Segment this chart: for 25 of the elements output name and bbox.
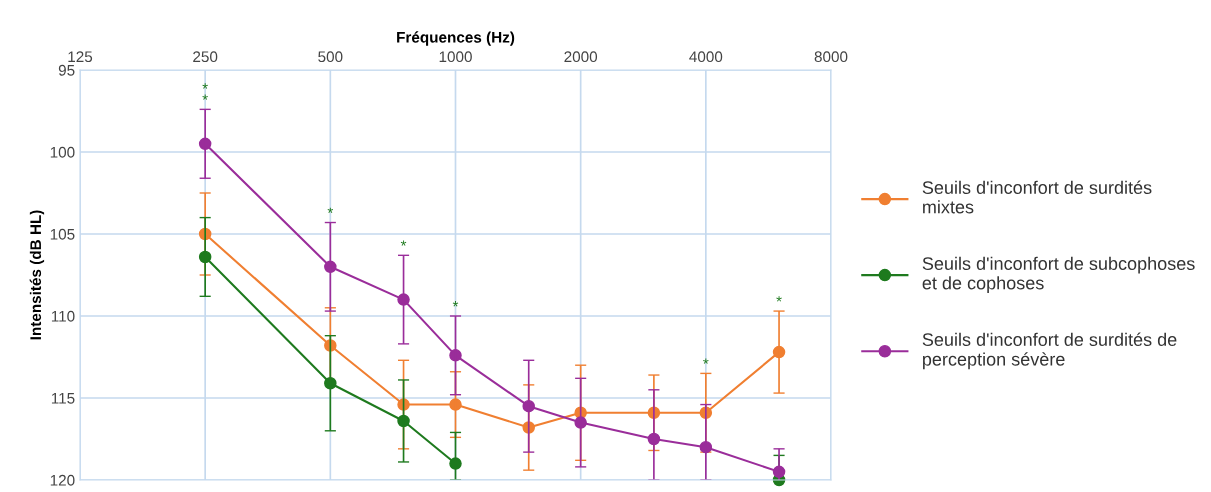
x-tick-label: 8000 bbox=[814, 51, 848, 63]
y-tick-label: 110 bbox=[51, 310, 75, 322]
annotation: * bbox=[776, 296, 782, 302]
annotation: * bbox=[202, 83, 208, 89]
annotation: * bbox=[452, 301, 459, 307]
annotation: * bbox=[703, 358, 709, 364]
y-tick-label: 95 bbox=[58, 64, 75, 76]
x-tick-label: 4000 bbox=[689, 51, 723, 63]
y-tick-label: 100 bbox=[50, 146, 75, 158]
y-tick-label: 120 bbox=[50, 474, 75, 486]
x-tick-label: 1000 bbox=[439, 51, 472, 63]
annotation: * bbox=[202, 94, 208, 100]
x-tick-label: 500 bbox=[318, 51, 343, 63]
y-tick-label: 115 bbox=[51, 393, 75, 404]
annotation: * bbox=[400, 240, 407, 246]
x-tick-label: 2000 bbox=[564, 51, 598, 63]
legend-label: Seuils d'inconfort de surdités de perception sévère bbox=[922, 332, 1177, 370]
annotation: * bbox=[327, 207, 334, 213]
x-tick-label: 250 bbox=[193, 51, 218, 63]
x-tick-label: 125 bbox=[68, 51, 93, 63]
y-tick-label: 105 bbox=[50, 228, 75, 240]
x-axis-title: Fréquences (Hz) bbox=[397, 31, 515, 46]
y-axis-title: Intensités (dB HL) bbox=[29, 210, 45, 340]
legend-label: Seuils d'inconfort de surdités mixtes bbox=[922, 180, 1152, 214]
legend-label: Seuils d'inconfort de subcophoses et de cophoses bbox=[922, 256, 1195, 294]
